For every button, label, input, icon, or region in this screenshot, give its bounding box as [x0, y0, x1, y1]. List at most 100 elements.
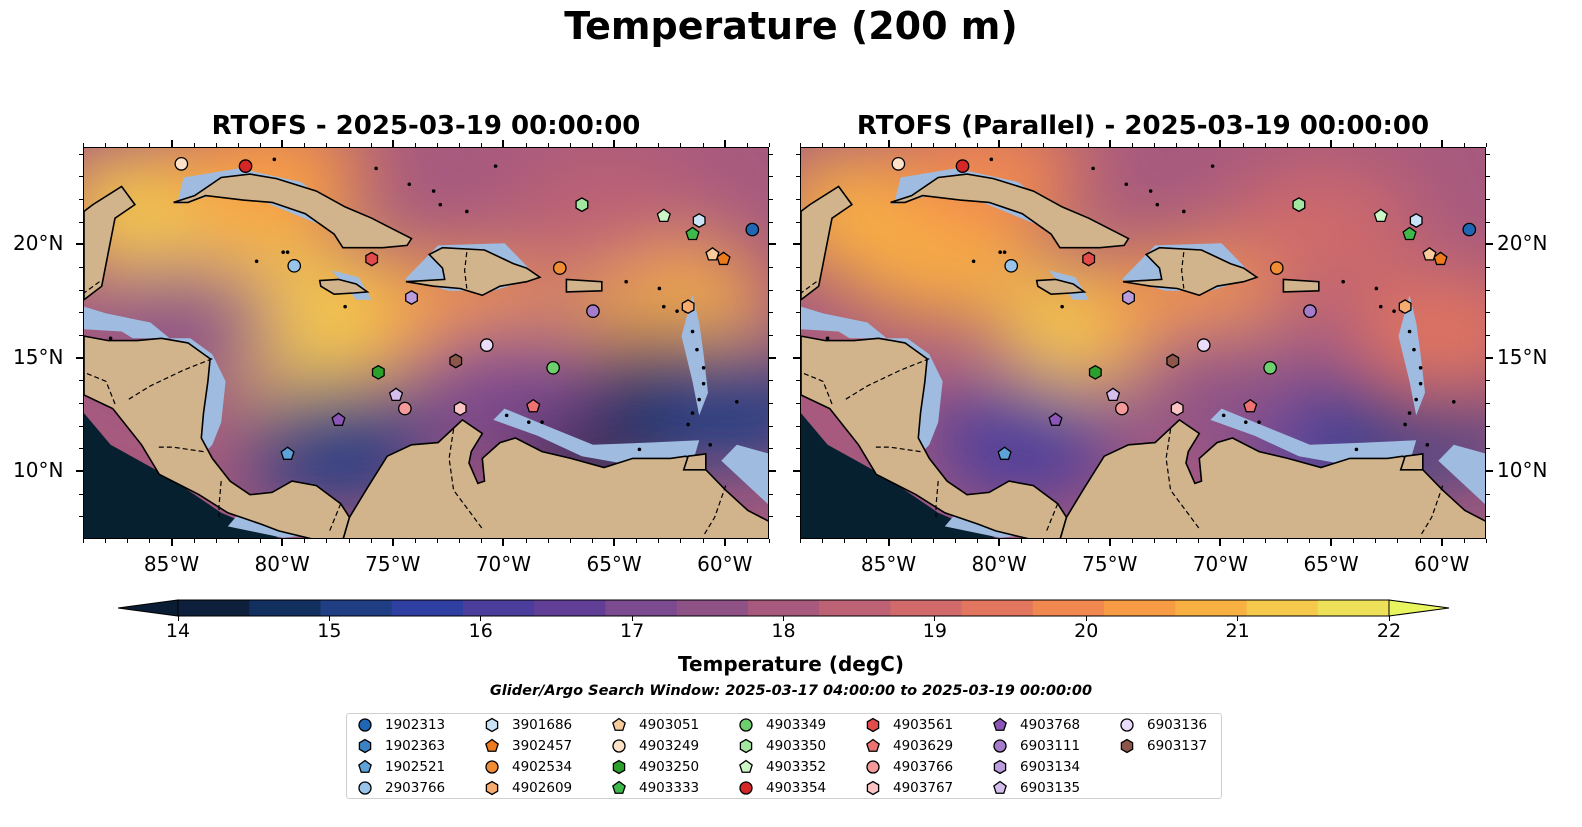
x-minor-tick [326, 539, 328, 543]
y-tick-label-right: 10°N [1497, 458, 1548, 483]
y-minor-tick [796, 335, 800, 337]
float-marker-4903629 [1243, 398, 1258, 413]
island [526, 420, 531, 424]
island [825, 336, 830, 341]
country-border [801, 371, 833, 405]
x-minor-tick [1242, 539, 1244, 543]
y-minor-tick [1486, 221, 1490, 223]
legend-marker-pentagon [993, 717, 1007, 731]
y-tick-mark-inner [793, 243, 800, 246]
float-marker-4903352 [656, 208, 671, 223]
float-marker-6903135 [388, 387, 404, 402]
island [708, 443, 713, 447]
legend-item: 1902521 [357, 757, 445, 777]
island [1412, 347, 1416, 352]
legend-label: 4903249 [639, 738, 700, 754]
x-minor-tick-top [260, 143, 262, 147]
colorbar-segment [676, 600, 749, 616]
x-tick-label: 80°W [971, 552, 1027, 576]
x-minor-tick-top [769, 143, 770, 147]
float-marker-6903111 [1303, 304, 1317, 318]
figure-title: Temperature (200 m) [564, 4, 1018, 48]
land [342, 418, 768, 538]
legend-label: 4903333 [639, 780, 700, 796]
x-tick-mark-top [1108, 140, 1111, 147]
legend-label: 6903137 [1147, 738, 1208, 754]
float-marker-4903629 [526, 398, 541, 413]
x-minor-tick [237, 539, 239, 543]
legend-label: 4903349 [766, 717, 827, 733]
colorbar-tick-mark [934, 616, 936, 621]
temperature-anomaly [641, 342, 768, 467]
x-minor-tick [844, 539, 846, 543]
y-minor-tick [1486, 199, 1490, 201]
x-minor-tick [1065, 539, 1067, 543]
land [173, 173, 413, 249]
x-tick-mark [170, 539, 173, 546]
y-minor-tick [769, 380, 773, 382]
y-tick-mark-inner [793, 470, 800, 473]
x-minor-tick-top [149, 143, 151, 147]
legend-label: 4903352 [766, 759, 827, 775]
x-minor-tick-top [83, 143, 84, 147]
x-minor-tick-top [746, 143, 748, 147]
x-minor-tick [1419, 539, 1421, 543]
x-minor-tick [1375, 539, 1377, 543]
land [801, 185, 854, 301]
legend-marker-hexagon [993, 759, 1007, 775]
colorbar-tick-mark [631, 616, 633, 621]
y-minor-tick [79, 493, 83, 495]
colorbar-segment [1175, 600, 1248, 616]
x-minor-tick-top [547, 143, 549, 147]
island [1354, 447, 1359, 452]
legend-marker-shape [485, 780, 499, 796]
float-marker-6903135 [1105, 387, 1121, 402]
legend-marker-shape [612, 759, 626, 775]
float-marker-4903766 [1115, 401, 1129, 416]
legend-marker-shape [1120, 718, 1134, 732]
island [690, 411, 695, 415]
legend-item: 4903250 [611, 757, 699, 777]
legend-marker-shape [866, 738, 880, 752]
legend-label: 4903250 [639, 759, 700, 775]
float-marker-4903250 [371, 364, 385, 380]
y-minor-tick [769, 448, 773, 450]
island [1374, 286, 1379, 291]
y-minor-tick [769, 267, 773, 269]
x-tick-mark [1219, 539, 1222, 546]
colorbar-segment [890, 600, 963, 616]
island [1378, 304, 1383, 309]
island [343, 304, 347, 309]
x-minor-tick-top [370, 143, 372, 147]
island [657, 286, 662, 291]
land [1282, 278, 1320, 293]
island [1182, 209, 1186, 214]
x-minor-tick-top [636, 143, 638, 147]
float-marker-4903250 [1088, 364, 1102, 380]
float-marker-4903333 [685, 226, 700, 241]
island [735, 399, 739, 404]
y-minor-tick [1486, 425, 1490, 427]
temperature-field [84, 148, 768, 505]
island [281, 250, 285, 255]
legend-item: 6903111 [992, 736, 1080, 756]
colorbar-tick-mark [783, 616, 784, 621]
x-minor-tick [149, 539, 151, 543]
x-tick-mark-top [887, 140, 890, 147]
x-tick-mark-top [1440, 140, 1443, 147]
colorbar-segment [391, 600, 464, 616]
legend-marker-pentagon [993, 780, 1007, 794]
legend-label: 4902609 [512, 780, 573, 796]
x-tick-mark-top [1330, 140, 1333, 147]
y-minor-tick [1486, 153, 1490, 155]
legend-item: 4903350 [738, 736, 826, 756]
float-marker-4902534 [1269, 261, 1284, 275]
y-minor-tick [796, 199, 800, 201]
colorbar-segment [1246, 600, 1319, 616]
float-marker-1902521 [997, 446, 1012, 460]
float-marker-4903766 [398, 401, 412, 416]
country-border [127, 358, 213, 401]
legend-marker-shape [358, 738, 372, 754]
colorbar-segment [462, 600, 535, 616]
colorbar-tick-mark [328, 616, 330, 621]
